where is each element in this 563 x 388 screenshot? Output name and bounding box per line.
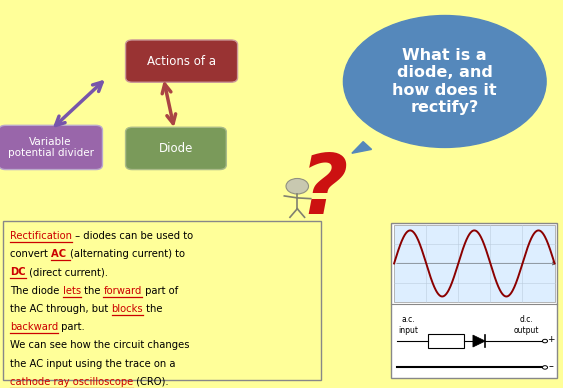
Text: Diode: Diode	[159, 142, 193, 155]
Text: (alternating current) to: (alternating current) to	[70, 249, 185, 259]
Text: Actions of a: Actions of a	[147, 55, 216, 68]
Text: Rectification: Rectification	[10, 231, 72, 241]
Text: the AC through, but: the AC through, but	[10, 304, 111, 314]
FancyBboxPatch shape	[126, 40, 238, 82]
FancyBboxPatch shape	[126, 127, 226, 170]
Text: a.c.
input: a.c. input	[398, 315, 418, 335]
FancyBboxPatch shape	[0, 125, 102, 170]
Text: (direct current).: (direct current).	[26, 267, 108, 277]
Text: blocks: blocks	[111, 304, 143, 314]
Text: d.c.
output: d.c. output	[513, 315, 539, 335]
Text: The diode: The diode	[10, 286, 62, 296]
Text: We can see how the circuit changes: We can see how the circuit changes	[10, 340, 190, 350]
Text: DC: DC	[10, 267, 26, 277]
Text: convert: convert	[10, 249, 51, 259]
Text: lets: lets	[62, 286, 81, 296]
Text: ?: ?	[300, 150, 348, 230]
Ellipse shape	[343, 16, 546, 147]
Text: the AC input using the trace on a: the AC input using the trace on a	[10, 359, 176, 369]
Text: part of: part of	[142, 286, 178, 296]
Text: (CRO).: (CRO).	[133, 377, 169, 387]
FancyBboxPatch shape	[391, 223, 557, 378]
Text: backward: backward	[10, 322, 59, 332]
Text: What is a
diode, and
how does it
rectify?: What is a diode, and how does it rectify…	[392, 48, 497, 115]
Text: AC: AC	[51, 249, 70, 259]
FancyBboxPatch shape	[394, 225, 555, 302]
Text: the: the	[143, 304, 163, 314]
Text: the: the	[81, 286, 104, 296]
Circle shape	[286, 178, 309, 194]
FancyBboxPatch shape	[3, 221, 321, 380]
Text: part.: part.	[59, 322, 85, 332]
Polygon shape	[352, 142, 372, 153]
FancyBboxPatch shape	[428, 334, 464, 348]
Polygon shape	[473, 335, 485, 347]
Circle shape	[543, 339, 548, 343]
Text: cathode ray oscilloscope: cathode ray oscilloscope	[10, 377, 133, 387]
Text: – diodes can be used to: – diodes can be used to	[72, 231, 193, 241]
Text: +: +	[547, 335, 555, 344]
Text: –: –	[548, 361, 553, 371]
Text: Variable
potential divider: Variable potential divider	[8, 137, 93, 158]
Text: forward: forward	[104, 286, 142, 296]
Circle shape	[543, 365, 548, 369]
